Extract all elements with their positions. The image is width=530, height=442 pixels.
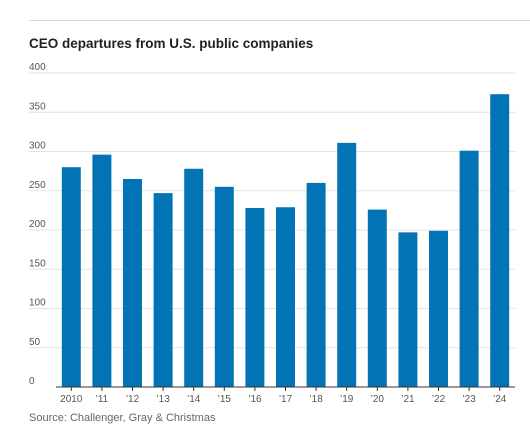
y-tick-label: 0 bbox=[29, 376, 35, 387]
x-axis-tick-labels: 2010 ’11 ’12 ’13 ’14 ’15 ’16 ’17 ’18 ’19 ’20 ’21 ’22… bbox=[60, 394, 507, 405]
bar bbox=[337, 142, 357, 387]
y-tick-label: 150 bbox=[29, 258, 46, 269]
y-axis-tick-labels: 0 50 100 150 200 250 300 350 400 bbox=[29, 62, 46, 387]
x-tick-label: ’16 bbox=[248, 394, 262, 405]
bar bbox=[398, 232, 418, 387]
x-tick-label: ’13 bbox=[156, 394, 170, 405]
x-tick-label: ’15 bbox=[218, 394, 232, 405]
bar bbox=[276, 207, 295, 387]
x-axis bbox=[56, 386, 515, 391]
bar bbox=[92, 154, 112, 387]
y-tick-label: 200 bbox=[29, 219, 46, 230]
x-tick-label: ’14 bbox=[187, 394, 201, 405]
x-tick-label: ’12 bbox=[126, 394, 140, 405]
x-tick-label: ’20 bbox=[371, 394, 385, 405]
top-divider bbox=[29, 20, 530, 21]
x-tick-label: ’18 bbox=[309, 394, 323, 405]
x-tick-label: ’21 bbox=[401, 394, 415, 405]
y-tick-label: 300 bbox=[29, 141, 46, 152]
x-tick-label: ’22 bbox=[432, 394, 446, 405]
x-tick-label: ’19 bbox=[340, 394, 354, 405]
bars bbox=[61, 94, 510, 387]
bar bbox=[61, 167, 81, 387]
x-tick-label: 2010 bbox=[60, 394, 83, 405]
y-tick-label: 100 bbox=[29, 298, 46, 309]
bar bbox=[306, 182, 326, 387]
x-tick-label: ’23 bbox=[462, 394, 476, 405]
x-tick-label: ’17 bbox=[279, 394, 293, 405]
y-tick-label: 250 bbox=[29, 180, 46, 191]
bar bbox=[245, 208, 265, 387]
bar bbox=[214, 186, 234, 387]
source-note: Source: Challenger, Gray & Christmas bbox=[29, 412, 216, 424]
bar bbox=[490, 94, 510, 387]
bar bbox=[184, 168, 204, 387]
chart-title: CEO departures from U.S. public companie… bbox=[29, 36, 314, 51]
y-tick-label: 350 bbox=[29, 101, 46, 112]
y-tick-label: 400 bbox=[29, 62, 46, 73]
bar bbox=[429, 230, 448, 387]
bar bbox=[123, 178, 142, 387]
x-tick-label: ’24 bbox=[493, 394, 507, 405]
bar bbox=[367, 209, 387, 387]
bar bbox=[153, 193, 173, 387]
y-tick-label: 50 bbox=[29, 337, 41, 348]
x-tick-label: ’11 bbox=[96, 394, 109, 405]
bar bbox=[459, 150, 479, 387]
